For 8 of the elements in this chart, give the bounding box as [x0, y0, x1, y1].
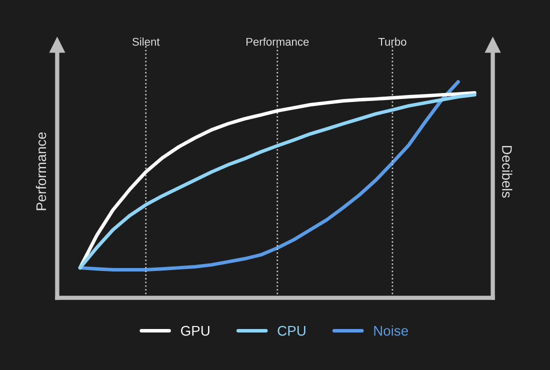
legend-label: GPU	[181, 326, 210, 336]
x-tick-label: Performance	[246, 38, 309, 46]
x-tick-label: Turbo	[378, 38, 406, 46]
y2-axis-title: Decibels	[502, 146, 512, 198]
legend-label: Noise	[374, 326, 408, 336]
legend-label: CPU	[278, 326, 306, 336]
y-axis-title: Performance	[36, 132, 46, 210]
x-tick-label: Silent	[132, 38, 160, 46]
